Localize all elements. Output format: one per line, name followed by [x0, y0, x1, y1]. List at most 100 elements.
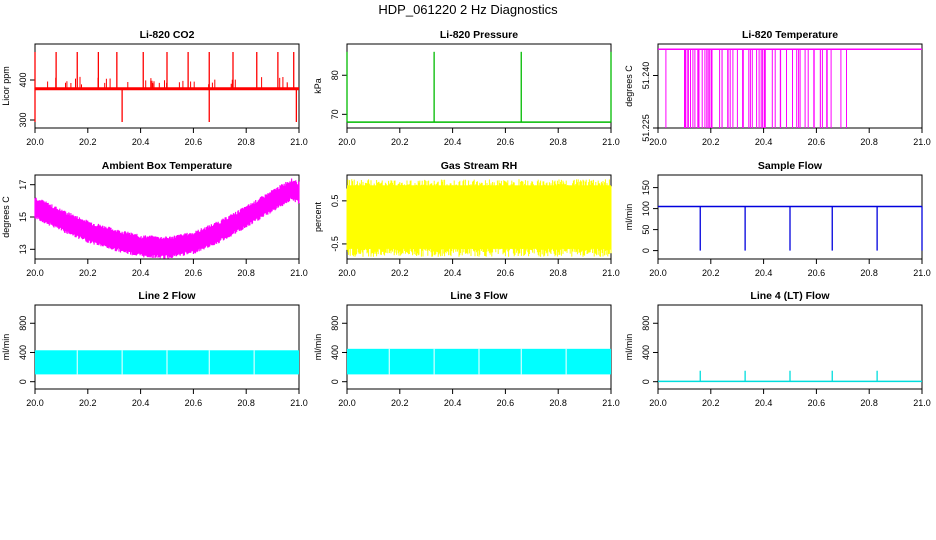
plot-frame	[34, 304, 300, 390]
y-tick-label: 400	[18, 72, 28, 87]
x-tick-label: 20.4	[132, 268, 150, 278]
y-tick-label: 50	[641, 225, 651, 235]
y-axis-label: degrees C	[624, 65, 634, 107]
co2-noise	[47, 76, 288, 89]
chart-panel: Line 2 Flow ml/min 20.0 20.2 20.4 20.6 20.8 21.…	[1, 290, 308, 408]
x-tick-label: 20.8	[549, 398, 567, 408]
x-tick-label: 20.8	[860, 268, 878, 278]
data-layer	[658, 205, 923, 251]
y-tick-label: 150	[641, 180, 651, 195]
x-tick-label: 20.2	[79, 398, 97, 408]
chart-panel: Gas Stream RH percent 20.0 20.2 20.4 20.6 20.8…	[313, 160, 620, 278]
x-tick-label: 20.2	[702, 268, 720, 278]
y-tick-label: -0.5	[330, 236, 340, 252]
y-axis-label: ml/min	[624, 204, 634, 231]
y-tick-label: 51.240	[641, 62, 651, 90]
rh-core-band	[347, 185, 611, 249]
y-axis-label: percent	[313, 201, 323, 232]
chart-panel: Li-820 Pressure kPa 20.0 20.2 20.4 20.6 20.8 21…	[313, 29, 620, 147]
x-tick-label: 21.0	[290, 268, 308, 278]
x-tick-label: 20.0	[26, 398, 44, 408]
y-tick-label: 70	[330, 109, 340, 119]
data-layer	[34, 178, 300, 259]
x-tick-label: 20.4	[132, 398, 150, 408]
x-tick-label: 20.2	[702, 398, 720, 408]
x-tick-label: 20.8	[237, 268, 255, 278]
x-tick-label: 20.2	[391, 137, 409, 147]
x-tick-label: 20.6	[497, 398, 515, 408]
x-tick-label: 21.0	[602, 268, 620, 278]
chart-title-sample-flow: Sample Flow	[758, 160, 823, 172]
x-tick-label: 20.6	[808, 398, 826, 408]
y-axis-label: Licor ppm	[1, 66, 11, 106]
chart-panel: Line 3 Flow ml/min 20.0 20.2 20.4 20.6 20.8 21.…	[313, 290, 620, 408]
x-tick-label: 20.0	[649, 398, 667, 408]
x-tick-label: 20.8	[237, 137, 255, 147]
y-tick-label: 0	[330, 379, 340, 384]
x-tick-label: 21.0	[602, 137, 620, 147]
x-tick-label: 20.6	[808, 268, 826, 278]
x-tick-label: 20.2	[391, 268, 409, 278]
x-tick-label: 20.0	[338, 398, 356, 408]
data-layer	[658, 370, 922, 383]
chart-panel: Sample Flow ml/min 20.0 20.2 20.4 20.6 20.8 21.…	[624, 160, 931, 278]
x-tick-label: 20.4	[444, 268, 462, 278]
chart-title-li-820-pressure: Li-820 Pressure	[440, 29, 518, 41]
x-tick-label: 20.6	[185, 137, 203, 147]
x-tick-label: 20.4	[755, 137, 773, 147]
y-tick-label: 800	[641, 316, 651, 331]
x-tick-label: 20.0	[26, 268, 44, 278]
x-tick-label: 20.8	[860, 398, 878, 408]
y-tick-label: 400	[641, 345, 651, 360]
y-tick-label: 0	[18, 379, 28, 384]
x-tick-label: 20.2	[702, 137, 720, 147]
x-tick-label: 20.6	[185, 268, 203, 278]
x-tick-label: 20.2	[391, 398, 409, 408]
y-tick-label: 100	[641, 201, 651, 216]
chart-panel: Li-820 CO2 Licor ppm 20.0 20.2 20.4 20.6 20.8 2…	[1, 29, 308, 147]
chart-panel: Li-820 Temperature degrees C 20.0 20.2 20.4 2…	[624, 29, 931, 147]
data-layer	[346, 179, 612, 257]
x-tick-label: 21.0	[290, 137, 308, 147]
x-tick-label: 20.4	[444, 398, 462, 408]
x-tick-label: 20.4	[755, 268, 773, 278]
data-layer	[658, 48, 922, 128]
y-tick-label: 0	[641, 379, 651, 384]
chart-title-li-820-temperature: Li-820 Temperature	[742, 29, 838, 41]
plot-frame	[346, 304, 612, 390]
y-tick-label: 0.5	[330, 195, 340, 208]
chart-title-line-2-flow: Line 2 Flow	[138, 290, 196, 302]
y-tick-label: 300	[18, 112, 28, 127]
y-axis-label: degrees C	[1, 196, 11, 238]
x-tick-label: 21.0	[913, 268, 931, 278]
x-tick-label: 20.0	[649, 137, 667, 147]
y-tick-label: 800	[18, 316, 28, 331]
y-axis-label: kPa	[313, 78, 323, 94]
y-tick-label: 0	[641, 248, 651, 253]
x-tick-label: 20.4	[132, 137, 150, 147]
plot-frame	[346, 43, 612, 129]
x-tick-label: 20.6	[808, 137, 826, 147]
x-tick-label: 20.4	[755, 398, 773, 408]
chart-title-li-820-co2: Li-820 CO2	[140, 29, 195, 41]
page-title: HDP_061220 2 Hz Diagnostics	[378, 2, 558, 17]
chart-title-gas-stream-rh: Gas Stream RH	[441, 160, 517, 172]
x-tick-label: 20.0	[649, 268, 667, 278]
chart-panel: Ambient Box Temperature degrees C 20.0 20.2…	[1, 160, 308, 278]
ambient-temp-series	[34, 178, 300, 259]
y-tick-label: 51.225	[641, 114, 651, 142]
x-tick-label: 20.8	[237, 398, 255, 408]
y-tick-label: 80	[330, 70, 340, 80]
y-tick-label: 800	[330, 316, 340, 331]
x-tick-label: 20.6	[497, 137, 515, 147]
data-layer	[346, 51, 612, 123]
y-tick-label: 15	[18, 212, 28, 222]
y-axis-label: ml/min	[1, 334, 11, 361]
x-tick-label: 20.8	[549, 268, 567, 278]
x-tick-label: 21.0	[290, 398, 308, 408]
y-tick-label: 17	[18, 180, 28, 190]
chart-title-line-3-flow: Line 3 Flow	[450, 290, 508, 302]
y-axis-label: ml/min	[624, 334, 634, 361]
x-tick-label: 21.0	[913, 137, 931, 147]
